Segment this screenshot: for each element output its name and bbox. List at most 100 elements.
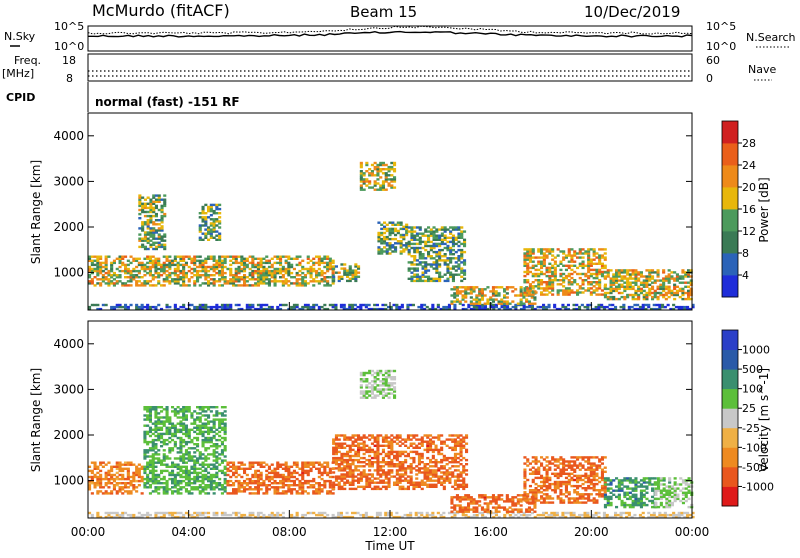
echo-cell bbox=[593, 259, 596, 261]
echo-cell bbox=[168, 266, 171, 268]
echo-cell bbox=[363, 457, 366, 459]
echo-cell bbox=[315, 488, 318, 490]
echo-cell bbox=[213, 237, 216, 239]
echo-cell bbox=[146, 441, 149, 443]
echo-cell bbox=[389, 242, 392, 244]
echo-cell bbox=[399, 488, 402, 490]
echo-cell bbox=[204, 204, 207, 206]
echo-cell bbox=[196, 457, 199, 459]
echo-cell bbox=[226, 514, 229, 516]
echo-cell bbox=[174, 474, 177, 476]
echo-cell bbox=[410, 467, 413, 469]
echo-cell bbox=[332, 441, 335, 443]
echo-cell bbox=[307, 492, 310, 494]
echo-cell bbox=[146, 304, 149, 306]
echo-cell bbox=[394, 224, 397, 226]
echo-cell bbox=[607, 288, 610, 290]
echo-cell bbox=[321, 258, 324, 260]
echo-cell bbox=[615, 282, 618, 284]
echo-cell bbox=[629, 273, 632, 275]
echo-cell bbox=[424, 272, 427, 274]
echo-cell bbox=[595, 283, 598, 285]
echo-cell bbox=[174, 427, 177, 429]
echo-cell bbox=[298, 474, 301, 476]
echo-cell bbox=[229, 476, 232, 478]
echo-cell bbox=[144, 215, 147, 217]
echo-cell bbox=[155, 194, 158, 196]
echo-cell bbox=[107, 482, 110, 484]
echo-cell bbox=[282, 270, 285, 272]
echo-cell bbox=[290, 258, 293, 260]
echo-cell bbox=[177, 429, 180, 431]
echo-cell bbox=[537, 514, 540, 516]
echo-cell bbox=[177, 472, 180, 474]
echo-cell bbox=[388, 477, 391, 479]
echo-cell bbox=[116, 514, 119, 516]
echo-cell bbox=[132, 478, 135, 480]
echo-cell bbox=[146, 262, 149, 264]
echo-cell bbox=[456, 294, 459, 296]
echo-cell bbox=[438, 257, 441, 259]
echo-cell bbox=[670, 271, 673, 273]
echo-cell bbox=[268, 282, 271, 284]
echo-cell bbox=[262, 514, 265, 516]
nave-tick-bottom: 0 bbox=[706, 72, 713, 85]
echo-cell bbox=[365, 463, 368, 465]
echo-cell bbox=[340, 306, 343, 308]
echo-cell bbox=[413, 267, 416, 269]
echo-cell bbox=[437, 512, 440, 514]
echo-cell bbox=[668, 273, 671, 275]
echo-cell bbox=[683, 306, 686, 308]
echo-cell bbox=[601, 263, 604, 265]
echo-cell bbox=[567, 512, 570, 514]
echo-cell bbox=[168, 427, 171, 429]
echo-cell bbox=[290, 472, 293, 474]
echo-cell bbox=[149, 470, 152, 472]
echo-cell bbox=[152, 433, 155, 435]
echo-cell bbox=[251, 466, 254, 468]
echo-cell bbox=[218, 418, 221, 420]
echo-cell bbox=[235, 274, 238, 276]
echo-cell bbox=[368, 172, 371, 174]
echo-cell bbox=[149, 478, 152, 480]
echo-cell bbox=[193, 512, 196, 514]
echo-cell bbox=[584, 289, 587, 291]
echo-cell bbox=[526, 271, 529, 273]
echo-cell bbox=[168, 478, 171, 480]
echo-cell bbox=[152, 490, 155, 492]
echo-cell bbox=[110, 282, 113, 284]
echo-cell bbox=[670, 292, 673, 294]
echo-cell bbox=[360, 170, 363, 172]
echo-cell bbox=[204, 266, 207, 268]
echo-cell bbox=[218, 204, 221, 206]
echo-cell bbox=[246, 482, 249, 484]
echo-cell bbox=[365, 178, 368, 180]
echo-cell bbox=[352, 276, 355, 278]
echo-cell bbox=[562, 293, 565, 295]
echo-cell bbox=[215, 474, 218, 476]
echo-cell bbox=[386, 224, 389, 226]
echo-cell bbox=[91, 278, 94, 280]
echo-cell bbox=[290, 490, 293, 492]
echo-cell bbox=[532, 248, 535, 250]
echo-cell bbox=[349, 471, 352, 473]
echo-cell bbox=[526, 263, 529, 265]
echo-cell bbox=[402, 228, 405, 230]
echo-cell bbox=[185, 462, 188, 464]
echo-cell bbox=[376, 488, 379, 490]
echo-cell bbox=[94, 264, 97, 266]
echo-cell bbox=[127, 474, 130, 476]
echo-cell bbox=[498, 292, 501, 294]
echo-cell bbox=[413, 249, 416, 251]
echo-cell bbox=[338, 488, 341, 490]
echo-cell bbox=[368, 484, 371, 486]
echo-cell bbox=[160, 512, 163, 514]
echo-cell bbox=[379, 434, 382, 436]
echo-cell bbox=[204, 474, 207, 476]
echo-cell bbox=[648, 269, 651, 271]
echo-cell bbox=[301, 462, 304, 464]
echo-cell bbox=[631, 306, 634, 308]
echo-cell bbox=[446, 272, 449, 274]
echo-cell bbox=[207, 512, 210, 514]
echo-cell bbox=[215, 429, 218, 431]
